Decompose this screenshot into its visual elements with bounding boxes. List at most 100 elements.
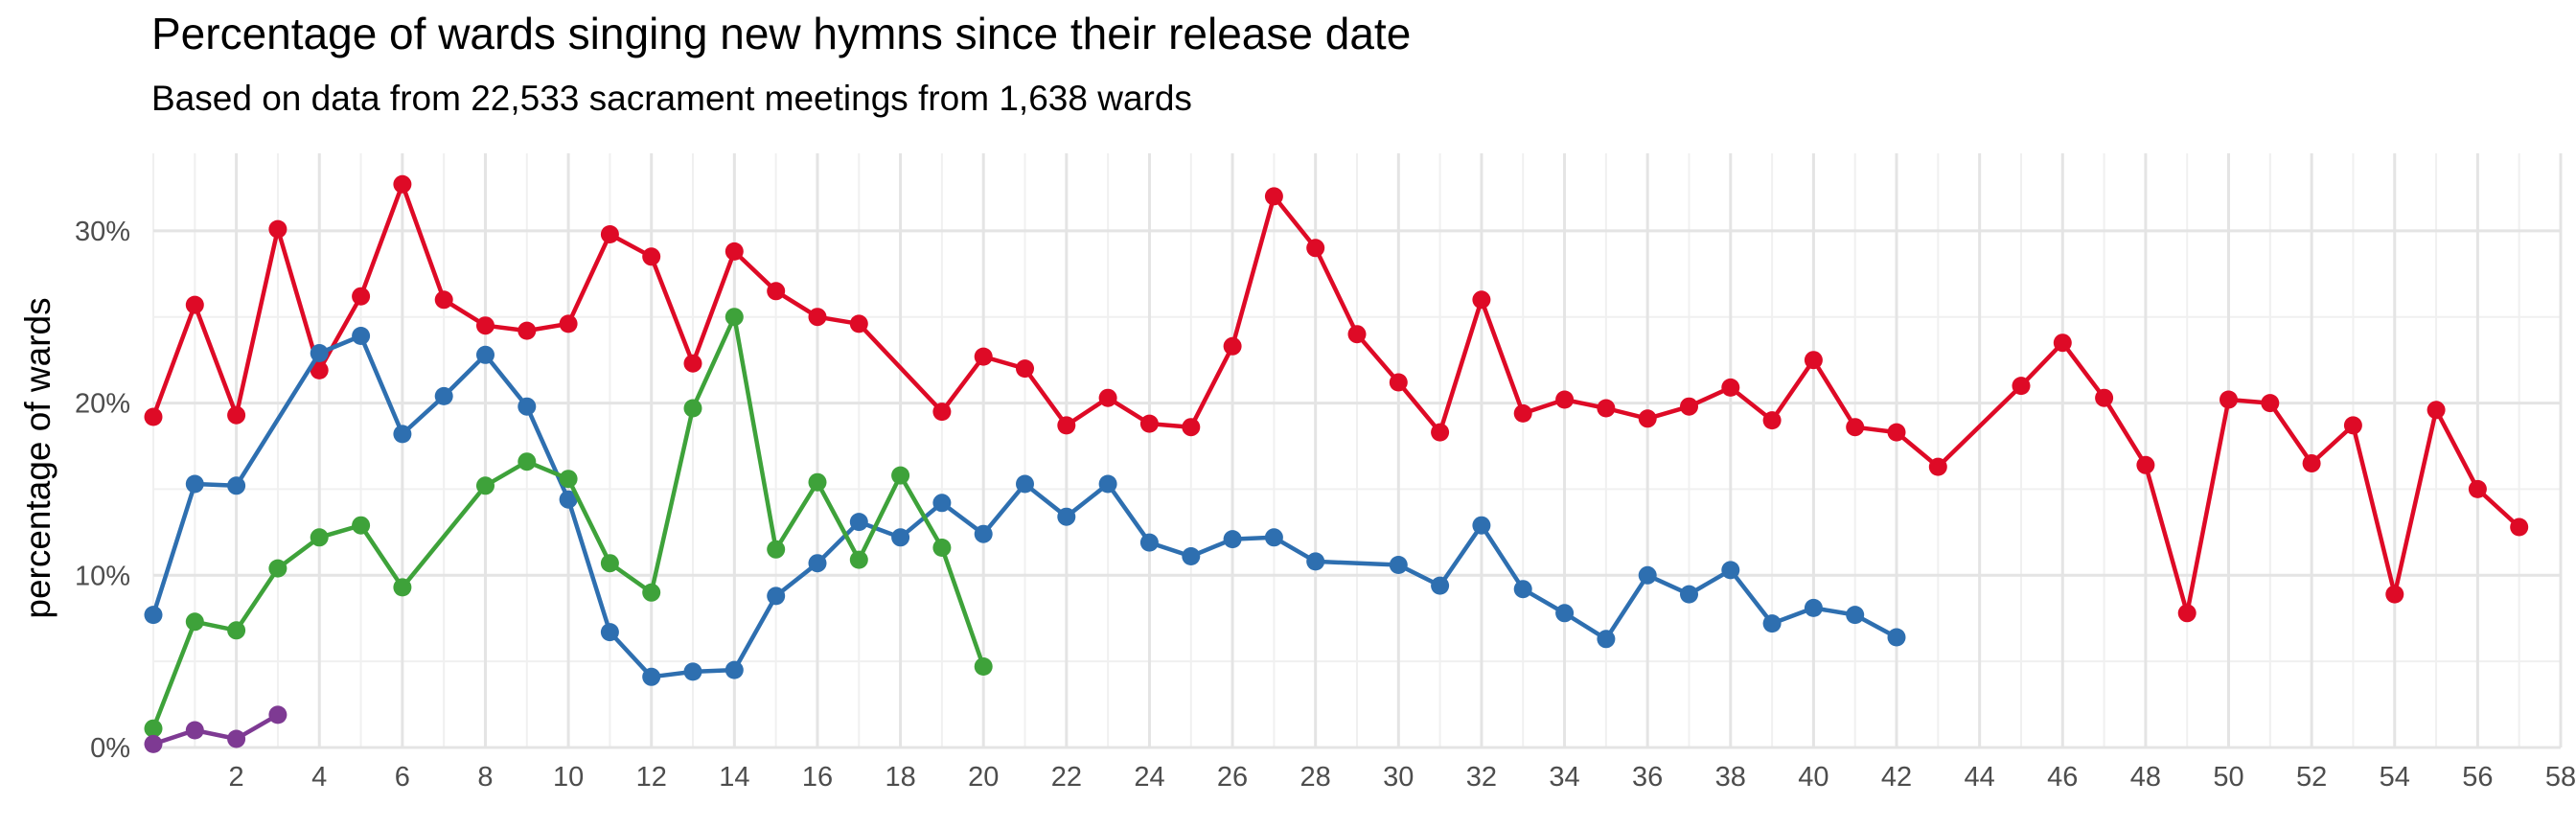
data-point — [1431, 423, 1450, 442]
y-tick-label: 20% — [75, 389, 130, 420]
data-point — [1306, 552, 1325, 571]
data-point — [434, 290, 453, 310]
data-point — [268, 559, 288, 578]
data-point — [1389, 556, 1408, 574]
data-point — [2302, 454, 2321, 472]
data-point — [1389, 373, 1408, 392]
data-point — [1555, 604, 1575, 623]
data-point — [974, 524, 993, 543]
x-tick-label: 56 — [2462, 762, 2493, 793]
x-axis: 2 4 6 8 10 12 14 16 18 20 22 24 26 28 30 32 34 36 38 40 42 44… — [229, 762, 2576, 793]
data-point — [310, 344, 329, 362]
data-point — [974, 657, 993, 676]
data-point — [1016, 474, 1034, 494]
x-tick-label: 54 — [2380, 762, 2410, 793]
data-point — [2177, 604, 2196, 623]
data-point — [1098, 388, 1117, 407]
data-point — [227, 405, 246, 425]
data-point — [227, 621, 246, 640]
data-point — [932, 539, 952, 557]
y-axis: 0% 10% 20% 30% — [75, 217, 130, 764]
data-point — [144, 407, 163, 426]
data-point — [974, 347, 993, 366]
data-point — [1431, 576, 1450, 595]
x-tick-label: 2 — [229, 762, 244, 793]
data-point — [2426, 401, 2446, 420]
data-point — [1513, 580, 1532, 599]
data-point — [352, 287, 371, 306]
data-point — [227, 476, 246, 495]
data-point — [2343, 416, 2362, 435]
data-point — [518, 397, 537, 416]
data-point — [559, 470, 578, 489]
data-point — [476, 476, 494, 495]
data-point — [1680, 397, 1698, 416]
data-point — [1057, 507, 1076, 526]
data-point — [2136, 455, 2155, 474]
data-point — [476, 316, 494, 335]
data-point — [352, 327, 371, 345]
data-point — [518, 321, 537, 340]
data-point — [2468, 479, 2487, 498]
data-point — [185, 612, 204, 632]
data-point — [2385, 585, 2404, 604]
data-point — [476, 345, 494, 364]
data-point — [1223, 336, 1242, 356]
x-tick-label: 48 — [2130, 762, 2161, 793]
data-point — [767, 540, 786, 559]
data-point — [2053, 334, 2072, 353]
data-point — [1264, 187, 1283, 206]
data-point — [1139, 414, 1159, 433]
data-point — [2510, 518, 2529, 537]
data-point — [1887, 423, 1906, 442]
data-point — [642, 247, 661, 266]
data-point — [393, 425, 412, 444]
data-point — [849, 314, 868, 334]
x-tick-label: 20 — [968, 762, 999, 793]
data-point — [310, 360, 329, 380]
data-point — [144, 606, 163, 625]
data-point — [849, 513, 868, 532]
data-point — [683, 662, 702, 681]
x-tick-label: 52 — [2296, 762, 2327, 793]
data-point — [600, 623, 619, 642]
data-point — [683, 399, 702, 418]
minor-grid — [152, 153, 2561, 748]
x-tick-label: 14 — [719, 762, 749, 793]
data-point — [891, 528, 910, 547]
x-tick-label: 38 — [1715, 762, 1746, 793]
data-point — [1472, 290, 1491, 310]
x-tick-label: 4 — [311, 762, 327, 793]
data-point — [227, 729, 246, 748]
x-tick-label: 40 — [1798, 762, 1828, 793]
data-point — [1597, 630, 1616, 649]
data-point — [1098, 474, 1117, 494]
data-point — [600, 554, 619, 573]
data-point — [724, 308, 744, 327]
x-tick-label: 36 — [1632, 762, 1663, 793]
data-point — [144, 719, 163, 738]
data-point — [767, 586, 786, 606]
data-point — [1638, 409, 1657, 428]
data-point — [1721, 378, 1740, 397]
data-point — [724, 660, 744, 679]
data-point — [393, 578, 412, 597]
data-point — [642, 667, 661, 686]
data-point — [683, 354, 702, 373]
data-point — [1223, 530, 1242, 549]
data-point — [185, 295, 204, 314]
series-layer — [144, 174, 2529, 753]
data-point — [932, 494, 952, 513]
data-point — [1597, 399, 1616, 418]
data-point — [1555, 390, 1575, 409]
x-tick-label: 28 — [1300, 762, 1331, 793]
data-point — [1264, 528, 1283, 547]
data-point — [268, 219, 288, 239]
data-point — [144, 734, 163, 753]
data-point — [559, 490, 578, 509]
x-tick-label: 6 — [395, 762, 410, 793]
data-point — [808, 554, 827, 573]
data-point — [1680, 585, 1698, 604]
x-tick-label: 18 — [885, 762, 915, 793]
